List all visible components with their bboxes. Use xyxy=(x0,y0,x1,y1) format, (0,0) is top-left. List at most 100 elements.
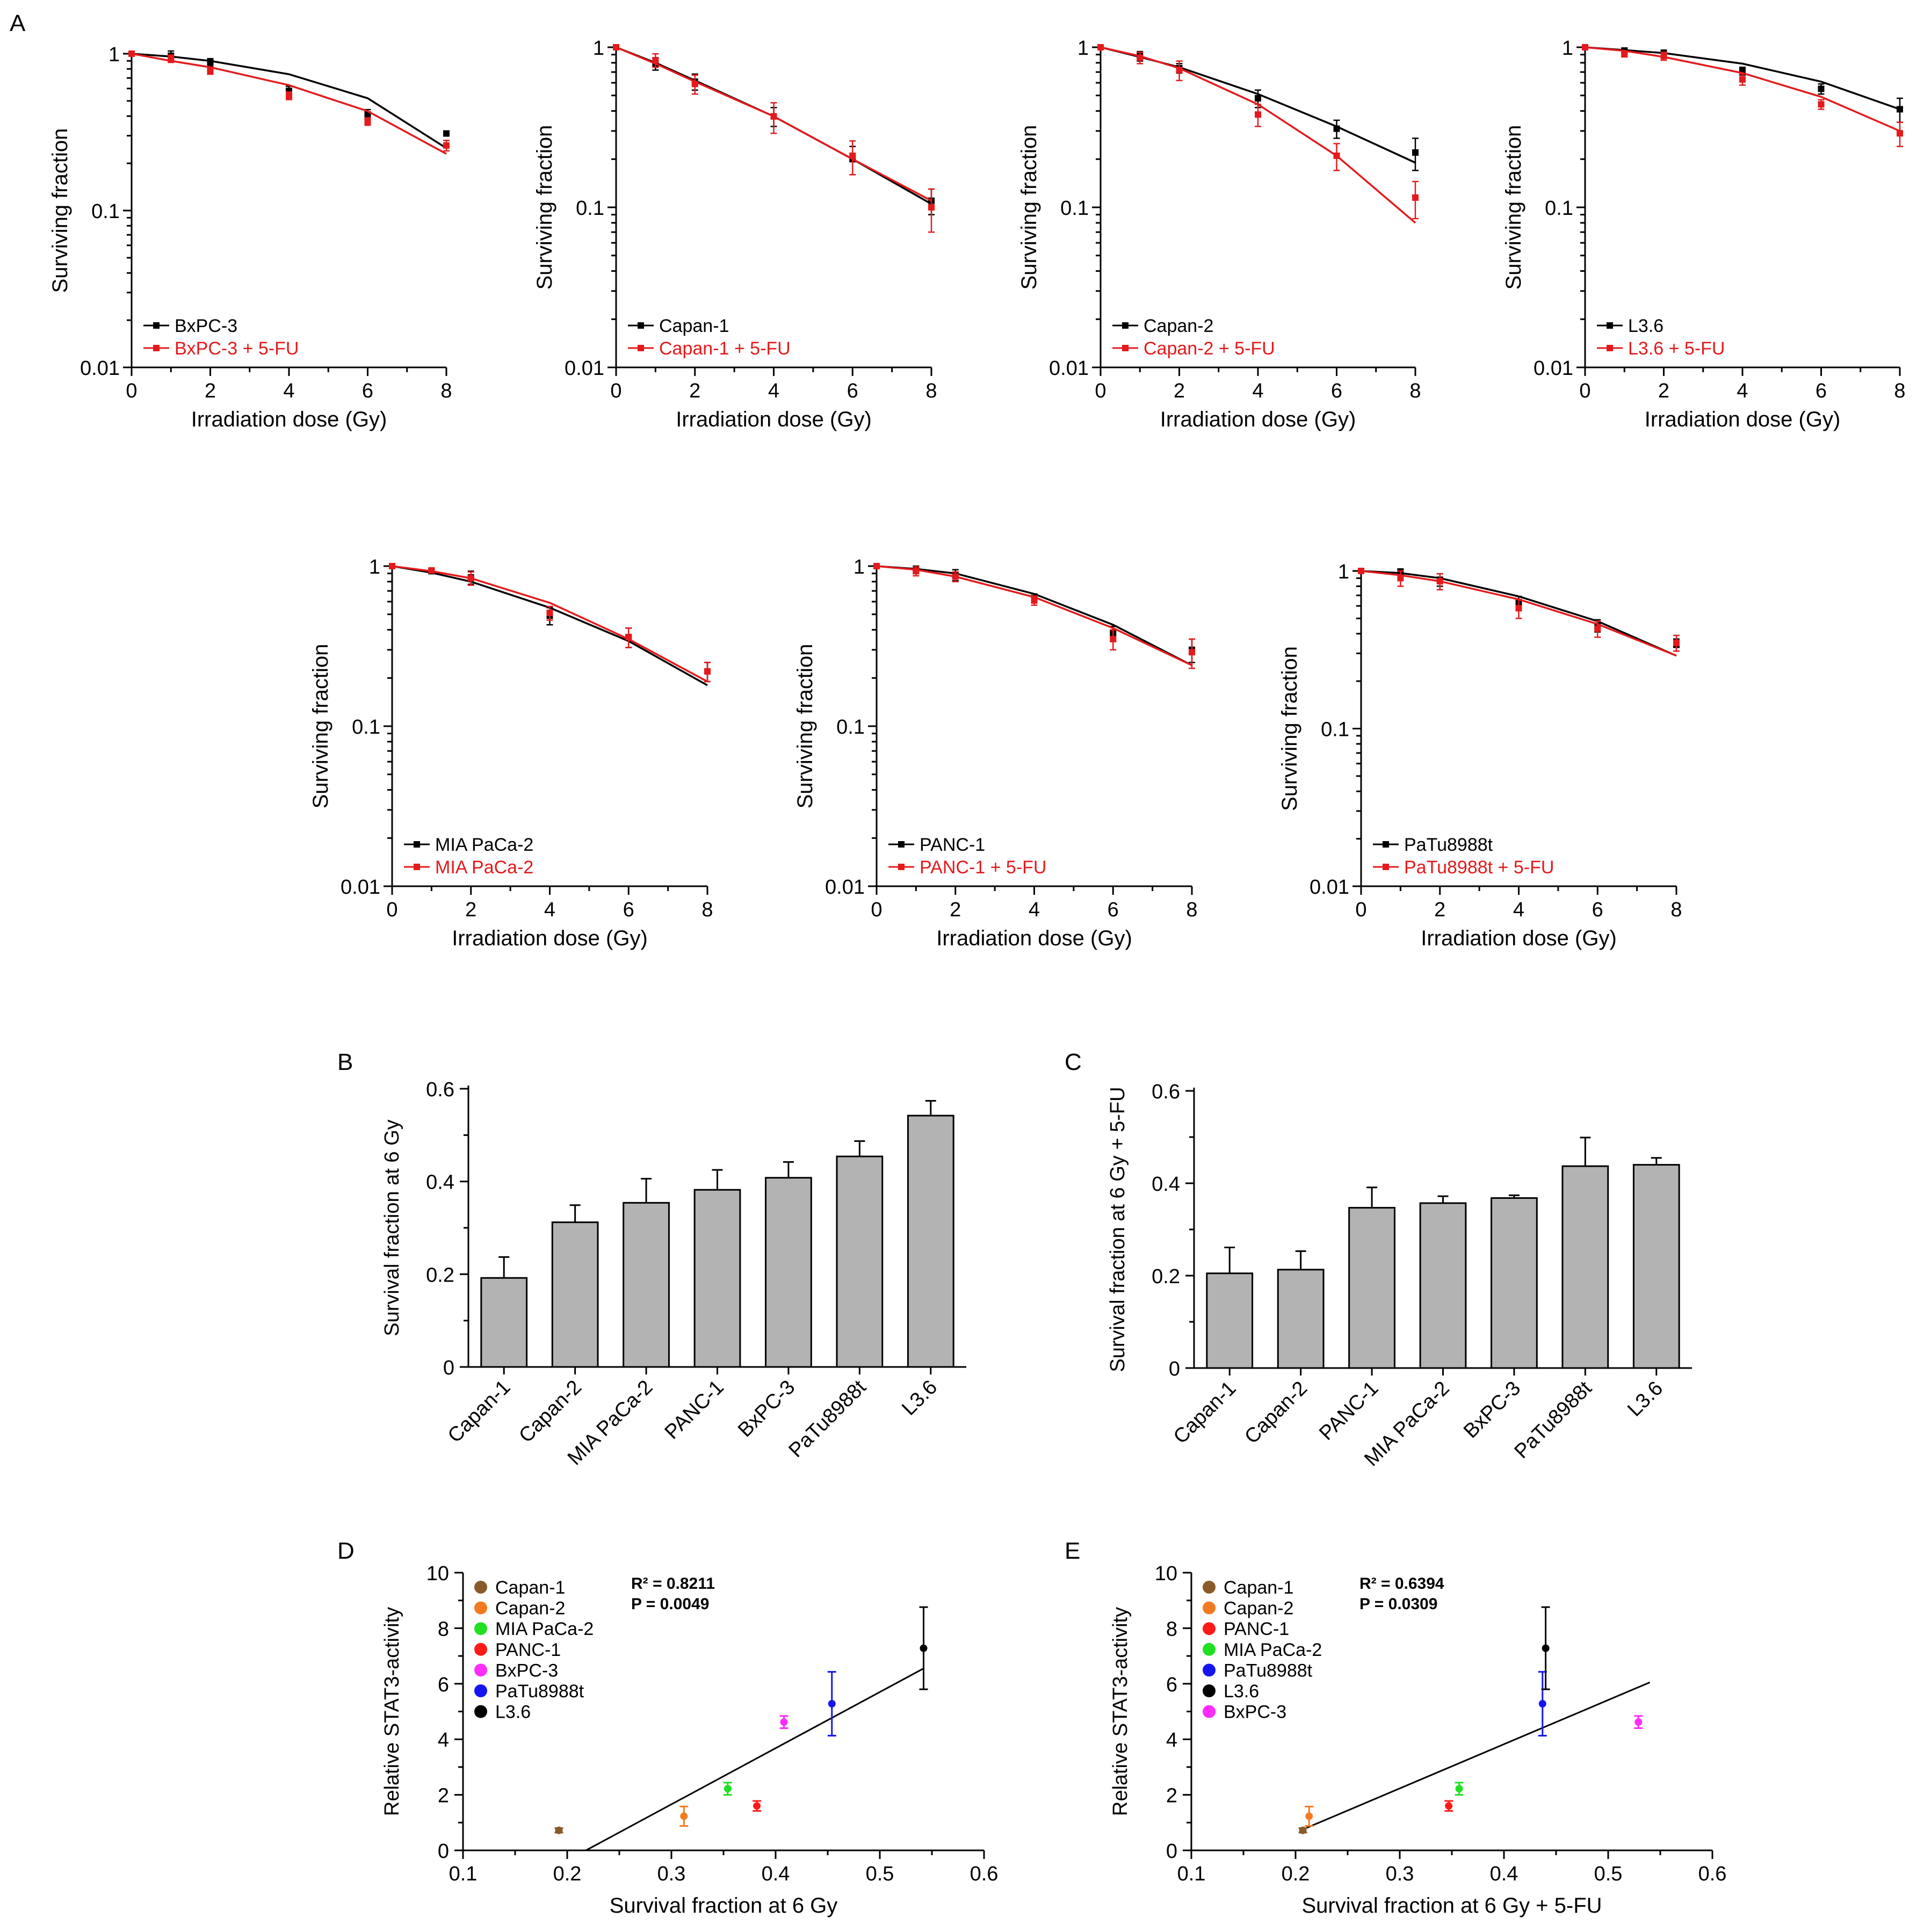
data-point xyxy=(920,1644,928,1652)
survival-curve-l36: 0.01 0.1 1 0 2 4 6 8 Irradiation dose (Gy) Surviv… xyxy=(1502,37,1906,431)
data-point xyxy=(1255,95,1261,102)
bar-rect xyxy=(1561,1165,1609,1369)
legend-marker xyxy=(638,322,644,329)
y-tick-label: 1 xyxy=(1562,37,1573,60)
legend-label: Capan-2 xyxy=(1224,1598,1293,1619)
series-fu xyxy=(1097,44,1419,224)
survival-curve-capan2: 0.01 0.1 1 0 2 4 6 8 Irradiation dose (Gy) Surviv… xyxy=(1017,37,1421,431)
data-point xyxy=(1897,130,1903,137)
data-point xyxy=(1673,639,1680,646)
y-tick-label: 10 xyxy=(426,1562,449,1585)
y-tick-label: 1 xyxy=(1338,561,1349,583)
x-tick-label: 8 xyxy=(1186,899,1197,921)
x-tick-label: 0.1 xyxy=(449,1863,478,1885)
fit-curve-fu xyxy=(392,565,708,683)
y-axis-label: Surviving fraction xyxy=(793,644,817,809)
legend-marker xyxy=(153,345,160,351)
y-tick-label: 0.01 xyxy=(80,357,120,380)
x-tick-label: 8 xyxy=(1894,380,1905,402)
x-tick-label: 2 xyxy=(950,899,961,921)
x-tick-label: 2 xyxy=(1434,899,1445,921)
data-point xyxy=(1594,625,1601,632)
x-tick-label: 2 xyxy=(1658,380,1669,402)
x-tick-label: 0.4 xyxy=(762,1863,790,1885)
legend-marker xyxy=(1383,864,1389,870)
legend-marker xyxy=(474,1663,487,1677)
x-axis-label: Irradiation dose (Gy) xyxy=(676,408,872,431)
data-point xyxy=(1255,111,1261,118)
data-point xyxy=(1412,149,1419,156)
legend-marker xyxy=(414,864,420,870)
legend-marker xyxy=(898,841,905,848)
y-axis-label: Relative STAT3-activity xyxy=(1109,1607,1132,1816)
point-panc-1 xyxy=(1444,1800,1453,1812)
data-point xyxy=(207,59,214,66)
y-tick-label: 0.01 xyxy=(825,876,865,899)
series-fu xyxy=(1358,568,1680,657)
panel-label-c: C xyxy=(1065,1049,1082,1075)
y-tick-label: 0 xyxy=(1169,1358,1180,1380)
bar-capan-2 xyxy=(551,1204,599,1368)
point-panc-1 xyxy=(753,1800,762,1812)
bar-rect xyxy=(480,1277,528,1368)
y-tick-label: 1 xyxy=(853,556,865,578)
fit-curve-control xyxy=(392,565,708,686)
fit-curve-control xyxy=(131,53,447,149)
series-fu xyxy=(873,563,1195,669)
x-tick-label: 6 xyxy=(1331,380,1342,402)
x-tick-label: BxPC-3 xyxy=(734,1376,799,1442)
legend-label: Capan-2 xyxy=(1144,316,1213,336)
y-tick-label: 0.01 xyxy=(1310,876,1349,899)
x-tick-label: 0.5 xyxy=(866,1863,894,1885)
legend-label: L3.6 xyxy=(1628,316,1663,336)
data-point xyxy=(128,50,135,57)
legend-marker xyxy=(474,1581,487,1594)
y-tick-label: 0 xyxy=(1166,1840,1177,1863)
legend-label: BxPC-3 xyxy=(1224,1702,1286,1723)
data-point xyxy=(652,57,659,64)
bar-rect xyxy=(693,1189,741,1368)
data-point xyxy=(1739,76,1746,83)
bar-rect xyxy=(623,1202,670,1368)
legend-label: Capan-1 + 5-FU xyxy=(659,338,791,359)
legend-label: MIA PaCa-2 xyxy=(1224,1640,1322,1660)
series-fu xyxy=(1582,44,1903,147)
bar-capan-2 xyxy=(1277,1250,1325,1369)
x-tick-label: 6 xyxy=(623,899,634,921)
y-tick-label: 0.6 xyxy=(426,1079,454,1101)
data-point xyxy=(1333,152,1340,159)
legend-marker xyxy=(1383,841,1389,848)
y-tick-label: 1 xyxy=(1077,37,1089,60)
bar-capan-1 xyxy=(1206,1247,1254,1369)
series-fu xyxy=(389,563,711,683)
x-tick-label: PaTu8988t xyxy=(785,1376,871,1461)
legend-marker xyxy=(898,864,905,870)
point-l3-6 xyxy=(919,1606,928,1690)
data-point xyxy=(1412,194,1419,201)
survival-curve-capan1: 0.01 0.1 1 0 2 4 6 8 Irradiation dose (Gy) Surviv… xyxy=(533,37,937,431)
x-tick-label: 6 xyxy=(1815,380,1827,402)
data-point xyxy=(546,610,553,617)
panel-label-b: B xyxy=(337,1049,353,1075)
data-point xyxy=(928,204,935,211)
panel-label-a: A xyxy=(10,10,26,37)
legend-marker xyxy=(153,322,160,329)
legend-marker xyxy=(474,1642,487,1656)
panel-label-e-text: E xyxy=(1065,1538,1080,1564)
point-capan-2 xyxy=(679,1805,689,1827)
x-tick-label: 2 xyxy=(1174,380,1185,402)
data-point xyxy=(443,130,450,137)
legend-label: MIA PaCa-2 xyxy=(495,1619,594,1639)
x-tick-label: 8 xyxy=(925,380,937,402)
legend-marker xyxy=(1203,1622,1216,1636)
legend-marker xyxy=(474,1684,487,1697)
x-tick-label: 6 xyxy=(362,380,373,402)
legend-label: PaTu8988t xyxy=(1224,1660,1313,1681)
data-point xyxy=(1333,125,1340,132)
data-point xyxy=(1897,106,1903,113)
data-point xyxy=(680,1812,688,1820)
x-tick-label: 0.3 xyxy=(657,1863,686,1885)
x-tick-label: 4 xyxy=(768,380,779,402)
data-point xyxy=(613,44,619,50)
x-tick-label: Capan-1 xyxy=(444,1376,515,1448)
